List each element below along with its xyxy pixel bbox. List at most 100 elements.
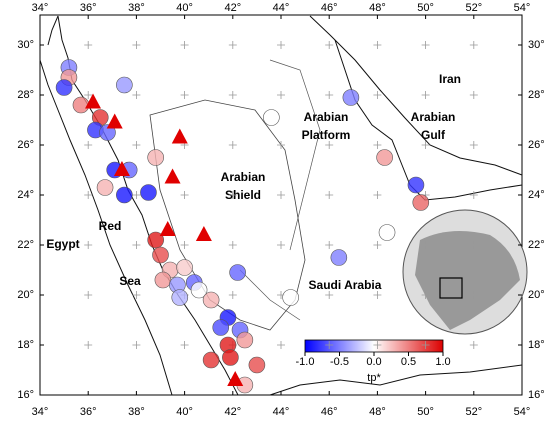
grid-cross [421, 91, 430, 99]
grid-cross [180, 91, 189, 99]
region-label: Arabian [411, 110, 456, 124]
station [140, 184, 157, 201]
station [147, 231, 164, 249]
globe-inset [402, 209, 528, 335]
grid-cross [228, 141, 237, 149]
grid-cross [373, 241, 382, 249]
y-tick-label: 18° [528, 339, 545, 351]
region-label: Saudi Arabia [309, 278, 382, 292]
grid-cross [84, 341, 93, 349]
station [342, 89, 360, 106]
x-tick-label: 48° [369, 2, 386, 14]
region-label: Arabian [221, 170, 266, 184]
station [96, 179, 114, 196]
x-tick-label: 44° [273, 2, 290, 14]
y-tick-label: 16° [528, 389, 545, 401]
colorbar-tick-label: -0.5 [330, 356, 349, 368]
y-tick-label: 26° [528, 139, 545, 151]
grid-cross [180, 341, 189, 349]
grid-cross [277, 141, 285, 149]
volcano [85, 93, 102, 109]
grid-cross [277, 241, 285, 249]
grid-cross [469, 341, 478, 349]
grid-cross [373, 191, 382, 199]
x-tick-label: 50° [417, 2, 434, 14]
station [116, 186, 133, 204]
grid-cross [325, 241, 334, 249]
x-tick-label: 44° [273, 406, 290, 418]
grid-cross [325, 341, 334, 349]
grid-cross [132, 241, 141, 249]
grid-cross [373, 141, 382, 149]
station [412, 194, 430, 211]
grid-cross [228, 41, 237, 49]
grid-cross [325, 91, 334, 99]
grid-cross [325, 141, 334, 149]
y-tick-label: 26° [17, 139, 34, 151]
station [147, 149, 164, 166]
grid-cross [421, 341, 430, 349]
grid-cross [228, 191, 237, 199]
volcano [113, 161, 130, 176]
station [55, 79, 73, 96]
y-tick-label: 20° [528, 289, 545, 301]
station [282, 289, 299, 306]
x-tick-label: 36° [80, 2, 97, 14]
grid-cross [84, 191, 93, 199]
grid-cross [325, 41, 334, 49]
grid-cross [228, 91, 237, 99]
grid-cross [277, 91, 285, 99]
grid-cross [277, 41, 285, 49]
station [212, 319, 230, 336]
x-tick-label: 34° [32, 406, 49, 418]
grid-cross [325, 191, 334, 199]
x-tick-label: 36° [80, 406, 97, 418]
station [190, 281, 208, 299]
y-tick-label: 30° [528, 39, 545, 51]
region-label: Gulf [421, 128, 446, 142]
region-label: Arabian [304, 110, 349, 124]
region-label: Sea [119, 274, 141, 288]
colorbar-title: tp* [367, 372, 381, 384]
colorbar-tick-label: -1.0 [296, 356, 315, 368]
grid-cross [421, 41, 430, 49]
x-tick-label: 48° [369, 406, 386, 418]
x-tick-label: 38° [128, 406, 145, 418]
grid-cross [228, 291, 237, 299]
y-tick-label: 24° [17, 189, 34, 201]
region-label: Egypt [46, 237, 79, 251]
grid-cross [277, 341, 285, 349]
colorbar-tick-label: 0.5 [401, 356, 416, 368]
y-tick-label: 28° [17, 89, 34, 101]
station [222, 349, 239, 366]
grid-cross [84, 141, 93, 149]
y-tick-label: 20° [17, 289, 34, 301]
grid-cross [132, 191, 141, 199]
y-tick-label: 18° [17, 339, 34, 351]
volcano [159, 221, 176, 236]
grid-cross [132, 291, 141, 299]
x-tick-label: 54° [514, 406, 531, 418]
station [171, 289, 189, 306]
station [376, 149, 393, 166]
x-tick-label: 38° [128, 2, 145, 14]
station [154, 271, 172, 289]
grid-cross [469, 41, 478, 49]
station [407, 176, 425, 194]
grid-cross [180, 191, 189, 199]
grid-cross [180, 241, 189, 249]
grid-cross [132, 341, 141, 349]
x-tick-label: 54° [514, 2, 531, 14]
grid-cross [84, 291, 93, 299]
grid-cross [469, 291, 478, 299]
station [330, 249, 348, 266]
grid-cross [469, 241, 478, 249]
region-label: Platform [302, 128, 351, 142]
station [116, 76, 133, 94]
station [229, 264, 246, 281]
y-tick-label: 30° [17, 39, 34, 51]
x-tick-label: 46° [321, 2, 338, 14]
grid-cross [469, 191, 478, 199]
x-tick-label: 50° [417, 406, 434, 418]
grid-cross [325, 291, 334, 299]
